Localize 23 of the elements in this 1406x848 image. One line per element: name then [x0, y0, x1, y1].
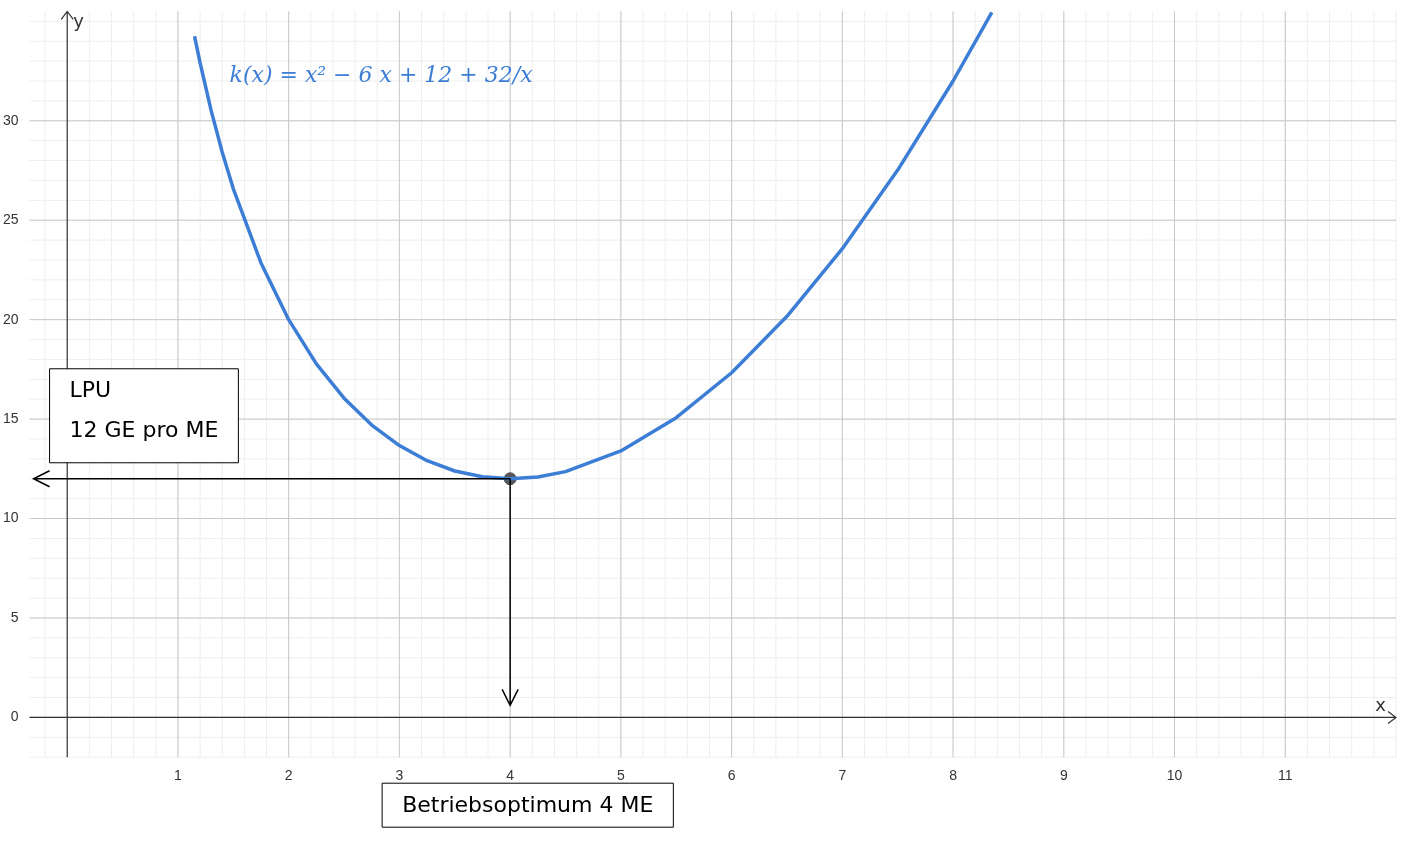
y-tick-label: 25 [2, 211, 19, 228]
x-tick-label: 4 [506, 767, 515, 784]
x-tick-label: 5 [616, 767, 625, 784]
x-tick-label: 1 [174, 767, 183, 784]
series-label: k(x) = x² − 6 x + 12 + 32/x [229, 62, 534, 88]
y-tick-label: 5 [10, 608, 19, 625]
x-tick-label: 7 [838, 767, 847, 784]
x-axis-title: x [1375, 694, 1387, 716]
y-axis-title: y [73, 10, 85, 32]
x-tick-label: 11 [1277, 767, 1293, 784]
x-tick-label: 10 [1166, 767, 1183, 784]
y-tick-label: 0 [10, 708, 19, 725]
x-tick-label: 3 [395, 767, 404, 784]
y-tick-label: 15 [2, 409, 19, 426]
x-tick-label: 2 [284, 767, 293, 784]
x-tick-label: 8 [949, 767, 958, 784]
text: Betriebsoptimum 4 ME [402, 791, 654, 817]
y-tick-label: 20 [2, 310, 19, 327]
y-tick-label: 10 [2, 509, 19, 526]
x-tick-label: 9 [1059, 767, 1068, 784]
x-tick-label: 6 [727, 767, 736, 784]
y-tick-label: 30 [2, 111, 19, 128]
annotation: LPU 12 GE pro ME [69, 377, 219, 443]
